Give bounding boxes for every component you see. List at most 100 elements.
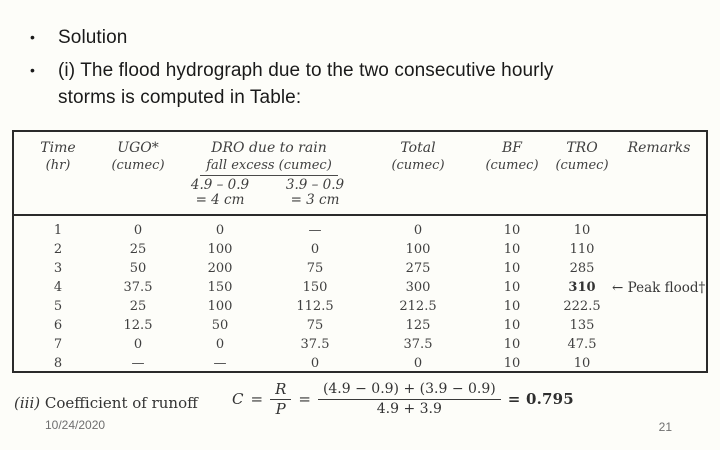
cell-time: 3: [53, 261, 63, 276]
cell-tro: 285: [569, 261, 595, 276]
fraction-denominator: P: [275, 399, 286, 418]
cell-time: 6: [53, 318, 63, 333]
table-row: 8 — — 0 0 10 10: [14, 354, 706, 373]
cell-ugo: 0: [133, 223, 143, 238]
bullet-text: Solution: [58, 24, 127, 51]
cell-total: 212.5: [399, 299, 437, 314]
cell-dro-3cm: 0: [310, 356, 320, 371]
cell-dro-3cm: 75: [306, 261, 324, 276]
fraction-rain-excess: (4.9 − 0.9) + (3.9 − 0.9) 4.9 + 3.9: [317, 381, 501, 418]
cell-tro: 310: [568, 280, 596, 295]
cell-bf: 10: [503, 242, 521, 257]
bullet-text-line: storms is computed in Table:: [58, 87, 302, 108]
column-header-dro-3cm: 3.9 – 0.9 = 3 cm: [266, 178, 364, 208]
header-line: (cumec): [391, 158, 445, 173]
cell-time: 4: [53, 280, 63, 295]
fraction-numerator: R: [270, 380, 292, 400]
cell-time: 1: [53, 223, 63, 238]
column-header-dro-4cm: 4.9 – 0.9 = 4 cm: [174, 178, 266, 208]
equals-sign: =: [298, 390, 311, 408]
cell-time: 8: [53, 356, 63, 371]
cell-time: 7: [53, 337, 63, 352]
bullet-list: • Solution • (i) The flood hydrograph du…: [30, 24, 670, 117]
header-line: 3.9 – 0.9: [285, 177, 345, 193]
bullet-text-line: (i) The flood hydrograph due to the two …: [58, 60, 554, 81]
cell-ugo: 25: [129, 242, 147, 257]
page-number: 21: [658, 420, 672, 434]
bullet-item-solution: • Solution: [30, 24, 670, 51]
cell-dro-3cm: 150: [302, 280, 328, 295]
cell-bf: 10: [503, 261, 521, 276]
header-line: Remarks: [627, 140, 691, 156]
bullet-text-line: Solution: [58, 27, 128, 48]
cell-total: 275: [405, 261, 431, 276]
equals-sign: =: [250, 390, 264, 408]
cell-ugo: 25: [129, 299, 147, 314]
header-line: (cumec): [485, 158, 539, 173]
formula-result: = 0.795: [507, 390, 574, 408]
dro-subheaders: 4.9 – 0.9 = 4 cm 3.9 – 0.9 = 3 cm: [174, 178, 364, 208]
table-row: 5 25 100 112.5 212.5 10 222.5: [14, 297, 706, 316]
header-line: UGO*: [117, 140, 159, 156]
table-row: 4 37.5 150 150 300 10 310 ← Peak flood†: [14, 278, 706, 297]
cell-dro-3cm: —: [308, 223, 322, 238]
cell-dro-4cm: 100: [207, 242, 233, 257]
column-header-tro: TRO (cumec): [552, 139, 612, 214]
table-body: 1 0 0 — 0 10 10 2 25 100 0 100 10 110 3 …: [14, 216, 706, 373]
fraction-r-over-p: R P: [270, 380, 292, 418]
cell-total: 100: [405, 242, 431, 257]
cell-total: 37.5: [403, 337, 433, 352]
header-line: (cumec): [555, 158, 609, 173]
cell-total: 300: [405, 280, 431, 295]
header-line: Total: [400, 140, 436, 156]
table-row: 3 50 200 75 275 10 285: [14, 259, 706, 278]
cell-tro: 135: [569, 318, 595, 333]
cell-time: 5: [53, 299, 63, 314]
header-line: DRO due to rain: [211, 140, 327, 156]
table-row: 2 25 100 0 100 10 110: [14, 240, 706, 259]
table-header: Time (hr) UGO* (cumec) DRO due to rain f…: [14, 132, 706, 216]
bullet-item-intro: • (i) The flood hydrograph due to the tw…: [30, 57, 670, 111]
cell-dro-4cm: 100: [207, 299, 233, 314]
header-line: fall excess (cumec): [174, 157, 364, 176]
cell-bf: 10: [503, 223, 521, 238]
cell-dro-4cm: 50: [211, 318, 229, 333]
cell-ugo: 0: [133, 337, 143, 352]
header-line: = 4 cm: [195, 192, 245, 208]
bullet-icon: •: [30, 29, 35, 45]
cell-bf: 10: [503, 356, 521, 371]
table-row: 1 0 0 — 0 10 10: [14, 221, 706, 240]
flood-hydrograph-table: Time (hr) UGO* (cumec) DRO due to rain f…: [12, 130, 708, 373]
cell-dro-4cm: —: [213, 356, 227, 371]
cell-dro-3cm: 75: [306, 318, 324, 333]
cell-dro-4cm: 150: [207, 280, 233, 295]
header-line: 4.9 – 0.9: [190, 177, 250, 193]
cell-ugo: 37.5: [123, 280, 153, 295]
table-row: 7 0 0 37.5 37.5 10 47.5: [14, 335, 706, 354]
cell-bf: 10: [503, 318, 521, 333]
cell-ugo: 50: [129, 261, 147, 276]
runoff-label-text: Coefficient of runoff: [40, 394, 198, 412]
cell-tro: 222.5: [563, 299, 601, 314]
cell-ugo: 12.5: [123, 318, 153, 333]
cell-bf: 10: [503, 299, 521, 314]
column-header-total: Total (cumec): [364, 139, 472, 214]
footer-date: 10/24/2020: [45, 418, 106, 432]
cell-tro: 110: [569, 242, 595, 257]
header-line: BF: [501, 140, 522, 156]
column-header-ugo: UGO* (cumec): [102, 139, 174, 214]
runoff-label-numeral: (iii): [14, 394, 41, 412]
cell-tro: 10: [573, 356, 591, 371]
cell-bf: 10: [503, 280, 521, 295]
header-line: = 3 cm: [290, 192, 340, 208]
header-line: (hr): [45, 158, 71, 173]
dro-underline: fall excess (cumec): [200, 157, 338, 176]
cell-remarks: ← Peak flood†: [612, 279, 706, 296]
cell-dro-3cm: 0: [310, 242, 320, 257]
cell-dro-4cm: 200: [207, 261, 233, 276]
cell-bf: 10: [503, 337, 521, 352]
header-line: (cumec): [111, 158, 165, 173]
cell-time: 2: [53, 242, 63, 257]
fraction-numerator: (4.9 − 0.9) + (3.9 − 0.9): [317, 381, 501, 400]
column-header-bf: BF (cumec): [472, 139, 552, 214]
